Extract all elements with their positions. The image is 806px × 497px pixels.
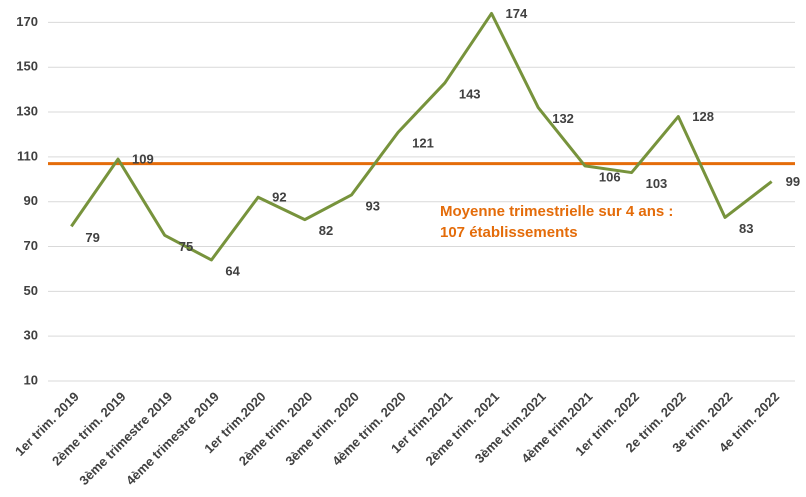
y-tick-label: 130 [16, 103, 38, 118]
y-tick-label: 110 [17, 148, 38, 163]
data-label: 83 [739, 221, 753, 236]
y-tick-label: 170 [16, 14, 38, 29]
x-tick-label: 4ème trimestre 2019 [123, 389, 222, 488]
y-tick-label: 150 [16, 59, 38, 74]
data-label: 92 [272, 190, 286, 205]
data-label: 93 [365, 198, 379, 213]
data-label: 128 [692, 109, 714, 124]
y-tick-label: 50 [24, 283, 38, 298]
data-label: 174 [506, 6, 528, 21]
data-label: 109 [132, 152, 154, 167]
data-label: 103 [646, 176, 668, 191]
data-label: 75 [179, 239, 193, 254]
data-label: 132 [552, 111, 574, 126]
x-tick-label: 3ème trimestre 2019 [76, 389, 175, 488]
y-tick-label: 30 [24, 328, 38, 343]
annotation: Moyenne trimestrielle sur 4 ans : [440, 203, 673, 220]
data-label: 64 [225, 263, 240, 278]
data-label: 143 [459, 86, 481, 101]
data-label: 106 [599, 169, 621, 184]
y-tick-label: 10 [24, 372, 38, 387]
data-line [70, 11, 773, 262]
data-label: 99 [786, 174, 800, 189]
data-label: 121 [412, 136, 434, 151]
data-label: 82 [319, 223, 333, 238]
annotation: 107 établissements [440, 224, 578, 241]
y-tick-label: 90 [24, 193, 38, 208]
data-label: 79 [85, 230, 99, 245]
y-tick-label: 70 [24, 238, 38, 253]
